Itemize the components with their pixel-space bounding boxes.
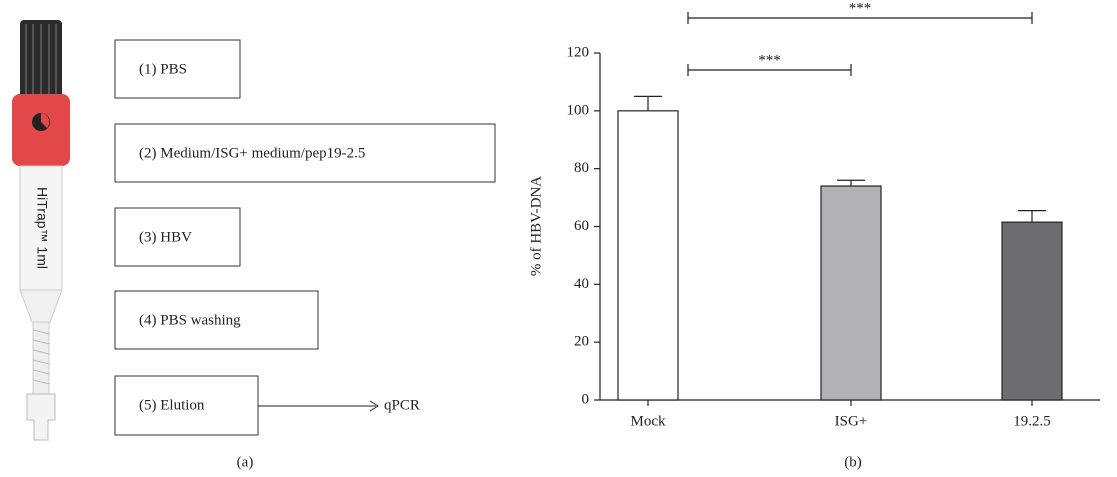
y-tick-label: 80	[574, 160, 589, 176]
bar	[617, 110, 679, 401]
y-tick-label: 120	[567, 44, 590, 60]
column-drawing: HiTrap™ 1ml	[12, 20, 70, 441]
y-axis-label: % of HBV-DNA	[528, 176, 544, 276]
step-label: (2) Medium/ISG+ medium/pep19-2.5	[139, 145, 365, 161]
x-tick-label: ISG+	[835, 413, 868, 429]
significance-label: ***	[758, 52, 781, 68]
y-tick-label: 100	[567, 102, 590, 118]
panel-label: (a)	[237, 454, 254, 470]
x-tick-label: 19.2.5	[1013, 413, 1051, 429]
bar	[1001, 221, 1063, 401]
output-label: qPCR	[384, 397, 420, 413]
y-tick-label: 20	[574, 334, 589, 350]
significance-bracket	[687, 64, 852, 76]
y-tick-label: 60	[574, 218, 589, 234]
y-tick-label: 40	[574, 276, 589, 292]
significance-label: ***	[849, 0, 872, 16]
step-label: (1) PBS	[139, 61, 187, 77]
column-label: HiTrap™ 1ml	[34, 187, 50, 269]
x-tick-label: Mock	[631, 413, 666, 429]
step-label: (4) PBS washing	[139, 312, 241, 328]
significance-bracket	[687, 12, 1033, 24]
y-tick-label: 0	[582, 391, 590, 407]
panel-label: (b)	[844, 454, 862, 470]
bar	[820, 185, 882, 401]
step-label: (3) HBV	[139, 229, 192, 245]
step-boxes	[114, 39, 496, 436]
step-label: (5) Elution	[139, 397, 205, 413]
